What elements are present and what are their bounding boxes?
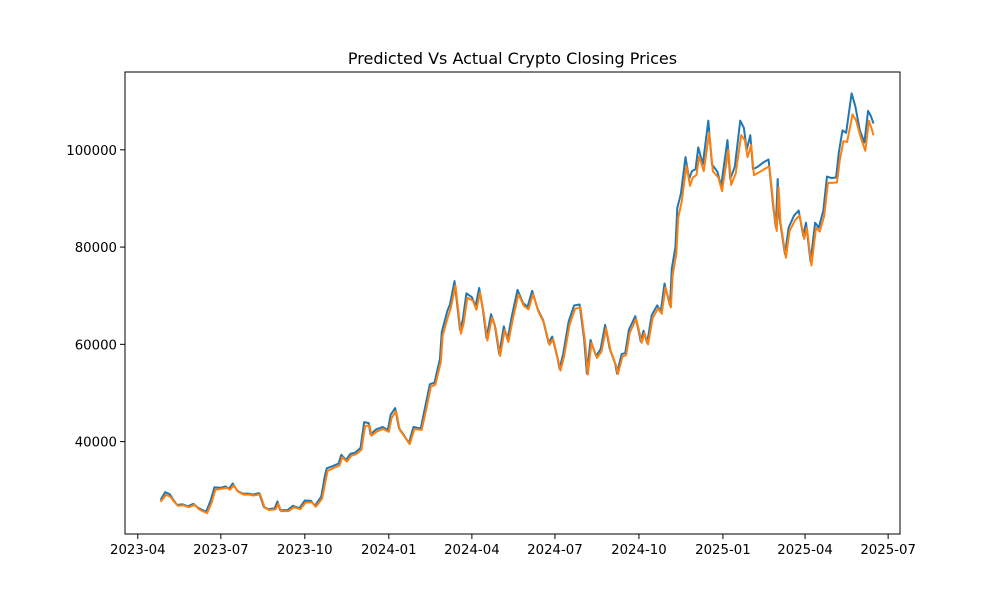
x-tick-label: 2024-10 <box>611 543 667 558</box>
y-tick-label: 60000 <box>75 338 117 353</box>
chart-title: Predicted Vs Actual Crypto Closing Price… <box>348 49 677 68</box>
x-tick-label: 2024-01 <box>361 543 417 558</box>
axes-frame <box>124 71 901 535</box>
x-tick-label: 2025-04 <box>777 543 833 558</box>
x-tick-label: 2023-07 <box>193 543 249 558</box>
y-tick-label: 100000 <box>66 144 117 159</box>
x-tick-label: 2025-07 <box>860 543 916 558</box>
x-tick-label: 2024-07 <box>527 543 583 558</box>
plot-area: 2023-04 2023-07 2023-10 2024-01 2024-04 2024-… <box>66 71 916 558</box>
x-tick-label: 2025-01 <box>695 543 751 558</box>
y-tick-label: 40000 <box>75 436 117 451</box>
x-tick-label: 2023-04 <box>110 543 166 558</box>
series-line-2 <box>159 113 875 515</box>
x-tick-label: 2024-04 <box>444 543 500 558</box>
y-tick-label: 80000 <box>75 241 117 256</box>
x-tick-label: 2023-10 <box>277 543 333 558</box>
